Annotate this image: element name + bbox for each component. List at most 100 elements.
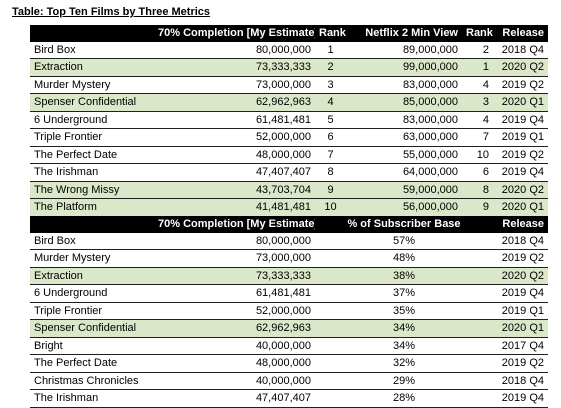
cell-film-title: Bird Box [34, 43, 76, 56]
cell-netflix-views: 59,000,000 [402, 183, 458, 196]
cell-release: 2019 Q2 [501, 252, 544, 265]
cell-release: 2017 Q4 [501, 339, 544, 352]
cell-completion: 40,000,000 [255, 374, 311, 387]
cell-subscriber-pct: 29% [392, 374, 416, 387]
cell-netflix-views: 83,000,000 [402, 113, 458, 126]
cell-subscriber-pct: 32% [392, 357, 416, 370]
cell-completion: 47,407,407 [255, 166, 311, 179]
cell-subscriber-pct: 34% [392, 339, 416, 352]
cell-film-title: 6 Underground [34, 113, 108, 126]
cell-completion: 47,407,407 [255, 392, 311, 405]
cell-film-title: The Perfect Date [34, 357, 118, 370]
table-row: The Perfect Date 48,000,000 7 55,000,000 10 2… [30, 146, 548, 164]
cell-netflix-views: 85,000,000 [402, 96, 458, 109]
cell-film-title: 6 Underground [34, 287, 108, 300]
cell-film-title: Spenser Confidential [34, 96, 137, 109]
column-header-title [30, 216, 154, 233]
cell-completion: 73,000,000 [255, 78, 311, 91]
cell-netflix-views: 64,000,000 [402, 166, 458, 179]
cell-release: 2019 Q1 [501, 131, 544, 144]
table-header-row: 70% Completion [My Estimate] % of Subscr… [30, 216, 548, 233]
cell-release: 2020 Q2 [501, 183, 544, 196]
cell-completion: 62,962,963 [255, 96, 311, 109]
cell-completion: 61,481,481 [255, 113, 311, 126]
cell-subscriber-pct: 48% [392, 252, 416, 265]
table-row: Bright 40,000,000 34% 2017 Q4 [30, 337, 548, 355]
cell-completion: 48,000,000 [255, 148, 311, 161]
cell-subscriber-pct: 34% [392, 322, 416, 335]
cell-completion: 73,000,000 [255, 252, 311, 265]
cell-netflix-views: 63,000,000 [402, 131, 458, 144]
cell-release: 2019 Q4 [501, 113, 544, 126]
column-header-completion: 70% Completion [My Estimate] [158, 27, 315, 40]
cell-rank: 6 [327, 131, 334, 144]
table-header-row: 70% Completion [My Estimate] Rank Netfli… [30, 25, 548, 42]
cell-release: 2020 Q1 [501, 201, 544, 214]
cell-netflix-views: 56,000,000 [402, 201, 458, 214]
cell-release: 2020 Q2 [501, 61, 544, 74]
cell-film-title: Murder Mystery [34, 78, 111, 91]
column-header-rank: Rank [466, 27, 493, 40]
cell-film-title: The Wrong Missy [34, 183, 120, 196]
cell-rank: 1 [482, 61, 489, 74]
column-header-netflix-views: Netflix 2 Min View [365, 27, 458, 40]
cell-rank: 6 [482, 166, 489, 179]
table-row: Spenser Confidential 62,962,963 34% 2020 Q1 [30, 319, 548, 337]
cell-rank: 3 [327, 78, 334, 91]
table-row: Triple Frontier 52,000,000 6 63,000,000 7 201… [30, 129, 548, 146]
cell-rank: 10 [476, 148, 489, 161]
cell-completion: 52,000,000 [255, 304, 311, 317]
cell-rank: 4 [327, 96, 334, 109]
column-header-release: Release [502, 27, 544, 40]
cell-rank: 2 [327, 61, 334, 74]
column-header-rank: Rank [319, 27, 346, 40]
cell-release: 2019 Q4 [501, 166, 544, 179]
cell-netflix-views: 89,000,000 [402, 43, 458, 56]
cell-completion: 73,333,333 [255, 61, 311, 74]
cell-subscriber-pct: 35% [392, 304, 416, 317]
table-row: 6 Underground 61,481,481 37% 2019 Q4 [30, 285, 548, 302]
cell-film-title: The Platform [34, 201, 97, 214]
table-row: The Irishman 47,407,407 28% 2019 Q4 [30, 390, 548, 407]
cell-release: 2019 Q1 [501, 304, 544, 317]
cell-completion: 61,481,481 [255, 287, 311, 300]
cell-release: 2019 Q4 [501, 287, 544, 300]
cell-netflix-views: 83,000,000 [402, 78, 458, 91]
cell-subscriber-pct: 57% [392, 234, 416, 247]
table-row: Murder Mystery 73,000,000 3 83,000,000 4 2019… [30, 76, 548, 94]
table-row: Extraction 73,333,333 38% 2020 Q2 [30, 267, 548, 285]
cell-netflix-views: 99,000,000 [402, 61, 458, 74]
column-header-title [30, 25, 154, 42]
cell-release: 2018 Q4 [501, 234, 544, 247]
table-row: The Wrong Missy 43,703,704 9 59,000,000 8 202… [30, 181, 548, 199]
cell-rank: 2 [482, 43, 489, 56]
cell-rank: 8 [482, 183, 489, 196]
cell-rank: 5 [327, 113, 334, 126]
cell-completion: 41,481,481 [255, 201, 311, 214]
column-header-subscriber-pct: % of Subscriber Base [347, 218, 461, 231]
cell-film-title: Bird Box [34, 234, 76, 247]
cell-release: 2020 Q1 [501, 322, 544, 335]
subscriber-base-table: 70% Completion [My Estimate] % of Subscr… [30, 216, 548, 408]
cell-rank: 4 [482, 113, 489, 126]
cell-completion: 43,703,704 [255, 183, 311, 196]
cell-release: 2018 Q4 [501, 374, 544, 387]
cell-release: 2019 Q4 [501, 392, 544, 405]
cell-subscriber-pct: 28% [392, 392, 416, 405]
cell-completion: 52,000,000 [255, 131, 311, 144]
cell-film-title: Murder Mystery [34, 252, 111, 265]
cell-film-title: The Irishman [34, 392, 99, 405]
table-row: Bird Box 80,000,000 57% 2018 Q4 [30, 233, 548, 250]
cell-completion: 62,962,963 [255, 322, 311, 335]
column-header-release: Release [502, 218, 544, 231]
cell-rank: 1 [327, 43, 334, 56]
cell-film-title: Extraction [34, 269, 83, 282]
cell-subscriber-pct: 38% [392, 269, 416, 282]
page-title: Table: Top Ten Films by Three Metrics [12, 6, 211, 18]
cell-release: 2018 Q4 [501, 43, 544, 56]
cell-rank: 4 [482, 78, 489, 91]
column-header-completion: 70% Completion [My Estimate] [158, 218, 315, 231]
table-row: The Irishman 47,407,407 8 64,000,000 6 2019 Q… [30, 164, 548, 181]
cell-film-title: Christmas Chronicles [34, 374, 139, 387]
table-row: The Perfect Date 48,000,000 32% 2019 Q2 [30, 355, 548, 372]
